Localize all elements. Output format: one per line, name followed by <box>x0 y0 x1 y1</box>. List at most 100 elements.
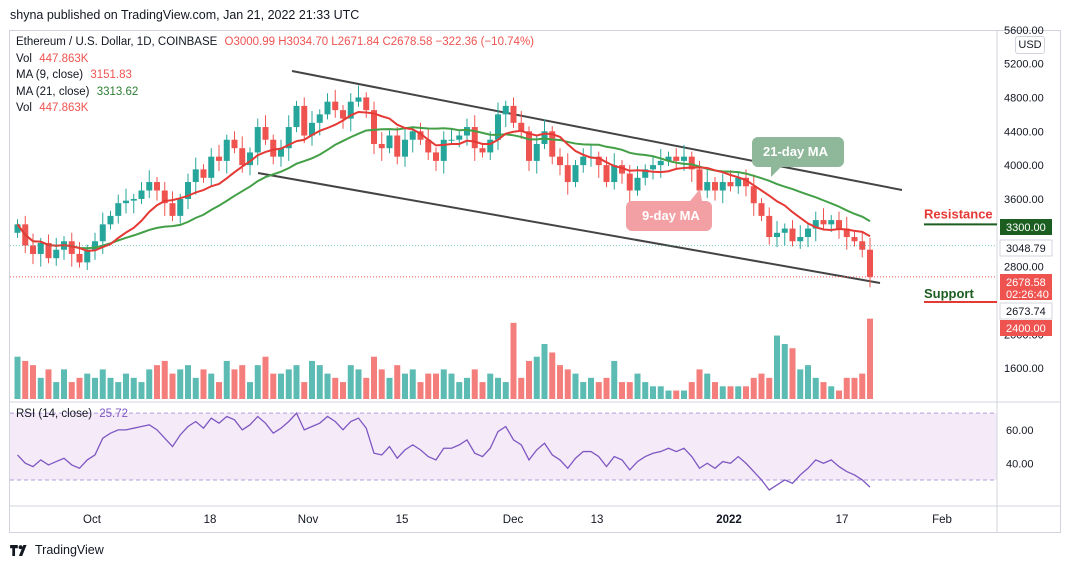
volume-bar <box>68 382 75 399</box>
volume-bar <box>154 365 160 399</box>
legend-vol-row: Vol 447.863K <box>16 53 88 65</box>
price-tag-value: 2678.58 <box>1006 277 1046 289</box>
candle-body <box>192 169 199 183</box>
volume-bar <box>14 356 21 399</box>
volume-bar <box>774 335 780 399</box>
volume-bar <box>378 369 385 399</box>
volume-bar <box>735 386 742 399</box>
candle-body <box>657 160 664 166</box>
candle-body <box>867 249 873 277</box>
candle-body <box>138 190 145 199</box>
candle-body <box>378 143 385 149</box>
candle-body <box>820 220 827 225</box>
candle-body <box>409 131 416 140</box>
candle-body <box>789 228 796 242</box>
volume-bar <box>665 390 672 399</box>
volume-bar <box>409 369 416 399</box>
time-tick-label: 18 <box>204 514 217 526</box>
candle-body <box>603 165 610 183</box>
legend-ma21-row: MA (21, close) 3313.62 <box>16 86 138 98</box>
candle-body <box>340 110 346 119</box>
candle-body <box>123 200 129 204</box>
candle-body <box>231 139 238 149</box>
vol2-label: Vol <box>16 102 32 114</box>
candle-body <box>200 169 207 178</box>
volume-bar <box>704 373 711 399</box>
candle-body <box>68 241 75 254</box>
channel-lower-line <box>257 172 881 284</box>
candle-body <box>487 139 494 153</box>
volume-bar <box>502 382 509 399</box>
candle-body <box>828 220 835 225</box>
ma21-value: 3313.62 <box>96 86 139 98</box>
volume-bar <box>859 373 866 399</box>
candle-body <box>471 127 478 149</box>
price-tag-countdown: 02:26:40 <box>1006 289 1049 301</box>
candle-body <box>177 198 184 216</box>
volume-bar <box>843 377 850 399</box>
candle-body <box>743 177 749 187</box>
time-tick-label: 15 <box>396 514 409 526</box>
ma21-callout <box>752 137 844 177</box>
volume-bar <box>681 390 687 399</box>
volume-bar <box>526 360 532 399</box>
volume-bar <box>138 382 145 399</box>
volume-bar <box>355 369 362 399</box>
candle-body <box>851 237 858 242</box>
candle-body <box>208 156 215 178</box>
candle-body <box>758 203 765 216</box>
candle-body <box>626 173 633 191</box>
vol-value: 447.863K <box>39 53 89 65</box>
candle-body <box>394 135 401 157</box>
candle-body <box>402 139 408 157</box>
volume-bar <box>76 377 83 399</box>
candle-body <box>696 169 703 191</box>
volume-bar <box>394 365 401 399</box>
candle-body <box>688 156 695 170</box>
volume-bar <box>278 373 284 399</box>
candles <box>14 85 873 288</box>
volume-bar <box>309 360 315 399</box>
volume-bar <box>712 382 718 399</box>
time-tick-label: Oct <box>83 514 102 526</box>
volume-bar <box>812 377 819 399</box>
candle-body <box>433 152 439 161</box>
candle-body <box>448 139 455 141</box>
time-tick-label: Nov <box>298 514 319 526</box>
volume-bar <box>626 382 633 399</box>
volume-bar <box>487 373 494 399</box>
candle-body <box>440 139 447 161</box>
volume-bar <box>363 377 370 399</box>
candle-body <box>642 169 649 178</box>
candle-body <box>223 139 230 161</box>
rsi-value: 25.72 <box>99 408 129 420</box>
volume-bar <box>192 377 199 399</box>
candle-body <box>510 105 517 123</box>
price-tick-label: 3600.00 <box>1004 194 1044 206</box>
candle-body <box>154 182 160 191</box>
ma9-value: 3151.83 <box>90 69 132 81</box>
candle-body <box>53 249 60 259</box>
candle-body <box>456 135 463 140</box>
candle-body <box>750 186 757 204</box>
volume-bars <box>14 318 873 399</box>
volume-bar <box>262 356 269 399</box>
volume-bar <box>247 382 253 399</box>
footer-brand: TradingView <box>10 543 104 557</box>
candle-body <box>634 177 641 191</box>
candle-body <box>611 165 618 183</box>
currency-button[interactable]: USD <box>1015 36 1045 54</box>
candle-body <box>518 122 525 132</box>
volume-bar <box>99 369 106 399</box>
price-tick-label: 4000.00 <box>1004 160 1044 172</box>
volume-bar <box>425 373 432 399</box>
volume-bar <box>766 377 773 399</box>
volume-bar <box>301 382 308 399</box>
candle-body <box>347 101 354 119</box>
volume-bar <box>347 365 354 399</box>
volume-bar <box>200 369 207 399</box>
price-tick-label: 5600.00 <box>1004 25 1044 37</box>
candle-body <box>502 105 509 115</box>
candle-body <box>115 203 122 216</box>
